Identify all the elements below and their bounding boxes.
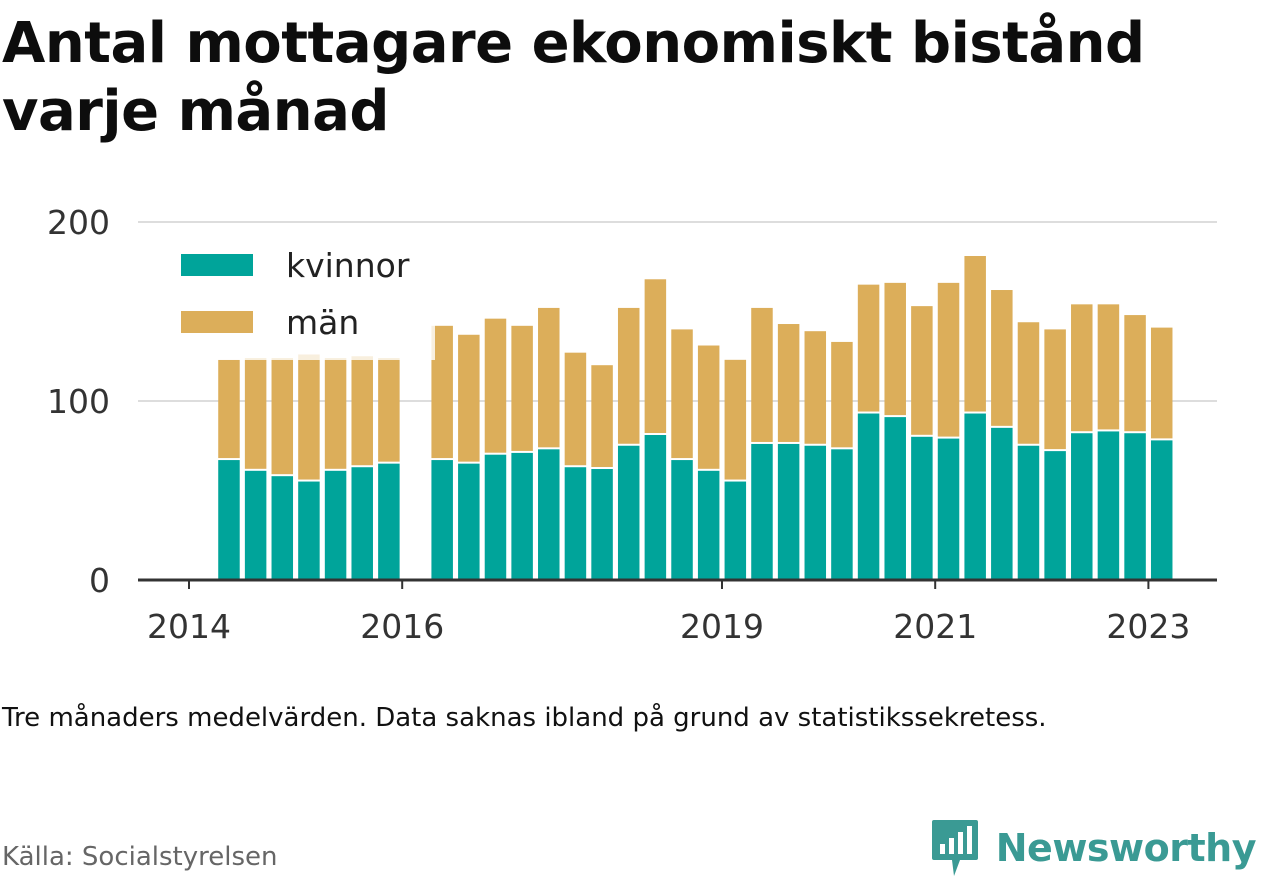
legend-swatch-kvinnor — [181, 254, 253, 276]
bar-man — [351, 356, 373, 466]
x-tick-label-2023: 2023 — [1106, 607, 1190, 646]
legend-label-man: män — [286, 303, 359, 342]
x-tick-label-2019: 2019 — [680, 607, 764, 646]
stacked-bar-chart: 0 100 200 2014 2016 2019 2021 2023 kvinnor män — [47, 203, 1217, 646]
bar-man — [1150, 327, 1173, 439]
bar-man — [1044, 329, 1066, 450]
bar-man — [831, 341, 853, 448]
newsworthy-logo: Newsworthy — [930, 818, 1257, 878]
y-tick-label-200: 200 — [47, 203, 110, 242]
bar-man — [644, 279, 667, 434]
legend-label-kvinnor: kvinnor — [286, 246, 410, 285]
bar-man — [1097, 304, 1120, 430]
bar-kvinnor — [1044, 451, 1066, 580]
bar-kvinnor — [1097, 431, 1120, 580]
bar-kvinnor — [591, 469, 613, 580]
bar-kvinnor — [298, 481, 320, 580]
bar-man — [751, 307, 773, 442]
bar-kvinnor — [697, 470, 720, 580]
bar-man — [617, 307, 640, 444]
legend-swatch-man — [181, 311, 253, 333]
bar-man — [724, 359, 747, 480]
bar-kvinnor — [964, 413, 986, 580]
bar-kvinnor — [351, 467, 373, 580]
bar-man — [324, 358, 347, 469]
bar-man — [1017, 322, 1040, 444]
x-tick-label-2016: 2016 — [360, 607, 444, 646]
chart-title: Antal mottagare ekonomiskt bistånd varje… — [2, 11, 1145, 144]
bar-man — [964, 256, 986, 412]
bar-kvinnor — [831, 449, 853, 580]
bar-chart-speech-bubble-icon — [931, 820, 978, 876]
bar-kvinnor — [911, 436, 933, 580]
bar-man — [538, 307, 560, 448]
bar-kvinnor — [884, 417, 906, 580]
bar-kvinnor — [1124, 433, 1146, 580]
bar-man — [218, 359, 240, 459]
bar-kvinnor — [777, 443, 800, 580]
bar-kvinnor — [671, 460, 693, 580]
y-axis-labels: 0 100 200 — [47, 203, 110, 600]
bar-kvinnor — [724, 481, 747, 580]
bar-kvinnor — [378, 463, 400, 580]
bar-man — [991, 290, 1013, 426]
bar-man — [937, 282, 960, 437]
bar-man — [697, 345, 720, 469]
bar-man — [511, 325, 533, 451]
bar-kvinnor — [271, 476, 294, 580]
bar-man — [777, 324, 800, 442]
bar-kvinnor — [991, 427, 1013, 580]
bar-kvinnor — [458, 463, 480, 580]
bar-man — [1124, 315, 1146, 432]
bar-kvinnor — [1071, 433, 1093, 580]
source-text: Källa: Socialstyrelsen — [2, 842, 278, 872]
bar-kvinnor — [804, 445, 827, 580]
chart-note: Tre månaders medelvärden. Data saknas ib… — [2, 703, 1047, 733]
bar-man — [857, 284, 880, 412]
bar-man — [911, 306, 933, 435]
bar-kvinnor — [324, 470, 347, 580]
bar-man — [271, 358, 294, 475]
bar-kvinnor — [511, 452, 533, 580]
bar-man — [1071, 304, 1093, 432]
bar-man — [458, 334, 480, 462]
bar-man — [298, 354, 320, 480]
y-tick-label-0: 0 — [89, 561, 110, 600]
x-tick-label-2021: 2021 — [893, 607, 977, 646]
legend: kvinnor män — [170, 235, 435, 360]
bar-kvinnor — [857, 413, 880, 580]
bar-kvinnor — [1150, 440, 1173, 580]
bar-kvinnor — [1017, 445, 1040, 580]
bar-kvinnor — [218, 460, 240, 580]
y-tick-label-100: 100 — [47, 382, 110, 421]
bar-kvinnor — [751, 443, 773, 580]
bar-man — [244, 358, 267, 469]
bar-kvinnor — [431, 460, 453, 580]
bar-kvinnor — [538, 449, 560, 580]
bar-man — [671, 329, 693, 459]
x-axis — [138, 578, 1217, 589]
brand-name: Newsworthy — [995, 826, 1257, 870]
bar-man — [804, 331, 827, 444]
bar-man — [564, 352, 587, 466]
x-axis-labels: 2014 2016 2019 2021 2023 — [147, 607, 1190, 646]
bar-man — [431, 325, 453, 459]
bar-man — [378, 358, 400, 462]
x-tick-label-2014: 2014 — [147, 607, 231, 646]
bars — [218, 256, 1173, 580]
bar-man — [884, 282, 906, 416]
bar-man — [484, 318, 507, 453]
bar-kvinnor — [617, 445, 640, 580]
bar-kvinnor — [484, 454, 507, 580]
bar-kvinnor — [244, 470, 267, 580]
bar-kvinnor — [937, 438, 960, 580]
bar-kvinnor — [644, 435, 667, 580]
bar-man — [591, 365, 613, 468]
bar-kvinnor — [564, 467, 587, 580]
